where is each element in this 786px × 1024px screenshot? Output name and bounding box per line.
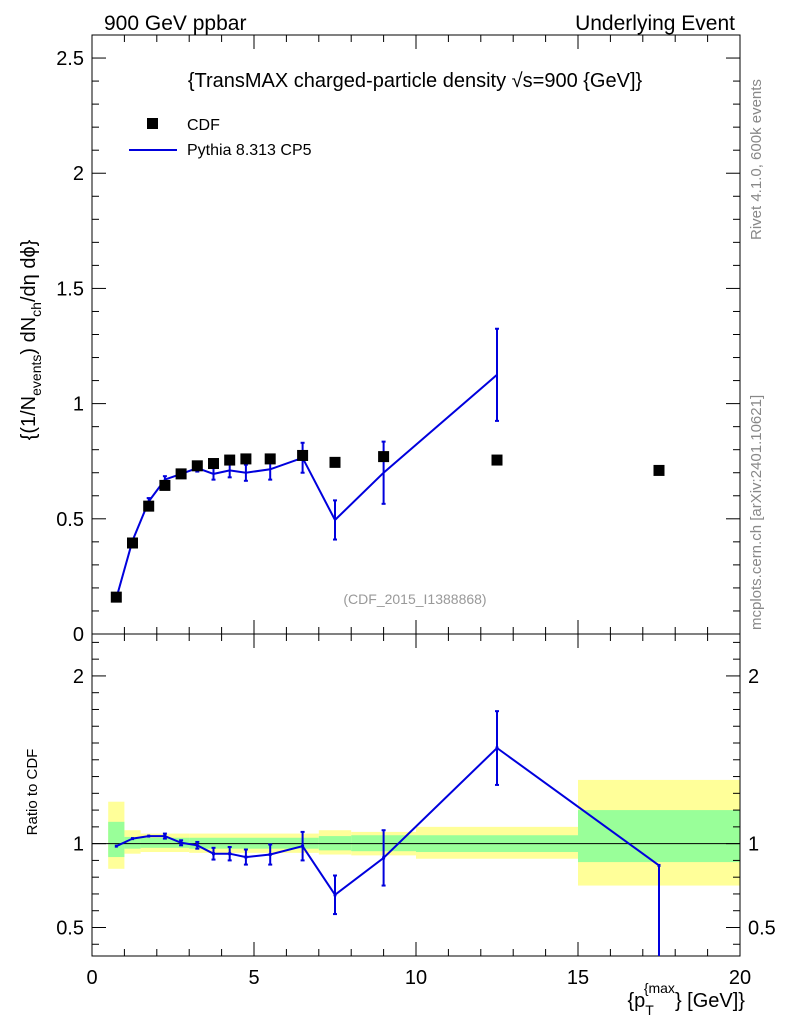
ratio-y-tick-label-right: 2 [748, 666, 759, 688]
pythia-series-line [115, 374, 498, 599]
xlabel-part-3: {max [644, 980, 675, 996]
ratio-y-tick-label-right: 0.5 [748, 917, 776, 939]
main-y-tick-label: 2 [73, 163, 84, 185]
ratio-plot: 0 5 10 15 20 0.5 0.5 1 1 2 2 Ratio to CDF {pT {max}… [24, 633, 776, 1018]
ratio-x-axis-label: {pT {max} [GeV]} [627, 980, 745, 1018]
ylabel-part-4: ch [28, 302, 44, 317]
ratio-band-green [140, 837, 190, 848]
ratio-point [131, 837, 134, 841]
ratio-point [657, 863, 661, 867]
ratio-point [114, 844, 118, 848]
legend-cdf-marker [147, 118, 158, 129]
xlabel-part-1: {p [627, 990, 645, 1012]
main-y-tick-label: 2.5 [56, 48, 84, 70]
cdf-data-point [159, 479, 171, 491]
cdf-data-point [208, 458, 219, 470]
ratio-series-line [115, 746, 660, 897]
main-y-axis-label: {(1/Nevents) dNch/dη dϕ} [18, 239, 44, 440]
ylabel-part-2: events [28, 355, 44, 396]
svg-text:{(1/Nevents) dNch/dη dϕ}: {(1/Nevents) dNch/dη dϕ} [18, 239, 44, 440]
cdf-data-point [653, 464, 665, 476]
main-y-tick-label: 1 [73, 394, 84, 416]
ratio-band-green [108, 821, 125, 858]
main-y-tick-label-zero: 0 [73, 624, 84, 646]
cdf-data-point [110, 591, 122, 603]
ratio-x-tick-label: 5 [248, 967, 259, 989]
ratio-band-green [578, 810, 740, 863]
main-plot: 0.5 1 1.5 2 2.5 0 {TransMAX charged-particle … [18, 34, 741, 646]
cdf-data-point [491, 454, 503, 466]
cdf-data-point [224, 454, 236, 466]
main-y-tick-label: 1.5 [56, 278, 84, 300]
legend-pythia-label: Pythia 8.313 CP5 [187, 142, 312, 159]
ratio-y-tick-label: 2 [73, 666, 84, 688]
ratio-y-tick-label-right: 1 [748, 834, 759, 856]
xlabel-part-2: T [645, 1002, 654, 1018]
cdf-data-point [297, 449, 309, 461]
cdf-data-point [143, 500, 155, 512]
main-y-tick-label: 0.5 [56, 509, 84, 531]
cdf-data-point [191, 460, 203, 472]
ratio-x-tick-label: 0 [86, 967, 97, 989]
ylabel-part-1: {(1/N [18, 396, 40, 440]
ratio-x-tick-label: 10 [405, 967, 427, 989]
xlabel-part-4: } [GeV]} [675, 990, 745, 1012]
ratio-y-tick-label: 1 [73, 834, 84, 856]
ratio-x-tick-label: 20 [729, 967, 751, 989]
cdf-data-point [378, 451, 390, 463]
analysis-label: (CDF_2015_I1388868) [343, 591, 486, 607]
ratio-x-tick-label: 15 [567, 967, 589, 989]
chart-title: {TransMAX charged-particle density √s=90… [188, 70, 643, 92]
ratio-point [147, 834, 151, 838]
header-left: 900 GeV ppbar [104, 12, 246, 35]
cdf-data-point [264, 453, 276, 465]
side-label-mcplots: mcplots.cern.ch [arXiv:2401.10621] [748, 395, 765, 630]
cdf-data-point [329, 456, 341, 468]
legend: CDF Pythia 8.313 CP5 [129, 117, 312, 159]
ylabel-part-3: ) dN [18, 317, 40, 355]
ratio-band-green [124, 836, 141, 849]
cdf-data-point [127, 537, 138, 549]
ratio-y-axis-label: Ratio to CDF [24, 749, 41, 836]
ylabel-part-5: /dη dϕ} [18, 239, 40, 302]
header-right: Underlying Event [575, 12, 735, 35]
side-label-rivet: Rivet 4.1.0, 600k events [748, 79, 765, 240]
ratio-y-tick-label: 0.5 [56, 917, 84, 939]
cdf-data-point [175, 468, 187, 480]
cdf-data-point [240, 453, 252, 465]
legend-cdf-label: CDF [187, 117, 220, 134]
